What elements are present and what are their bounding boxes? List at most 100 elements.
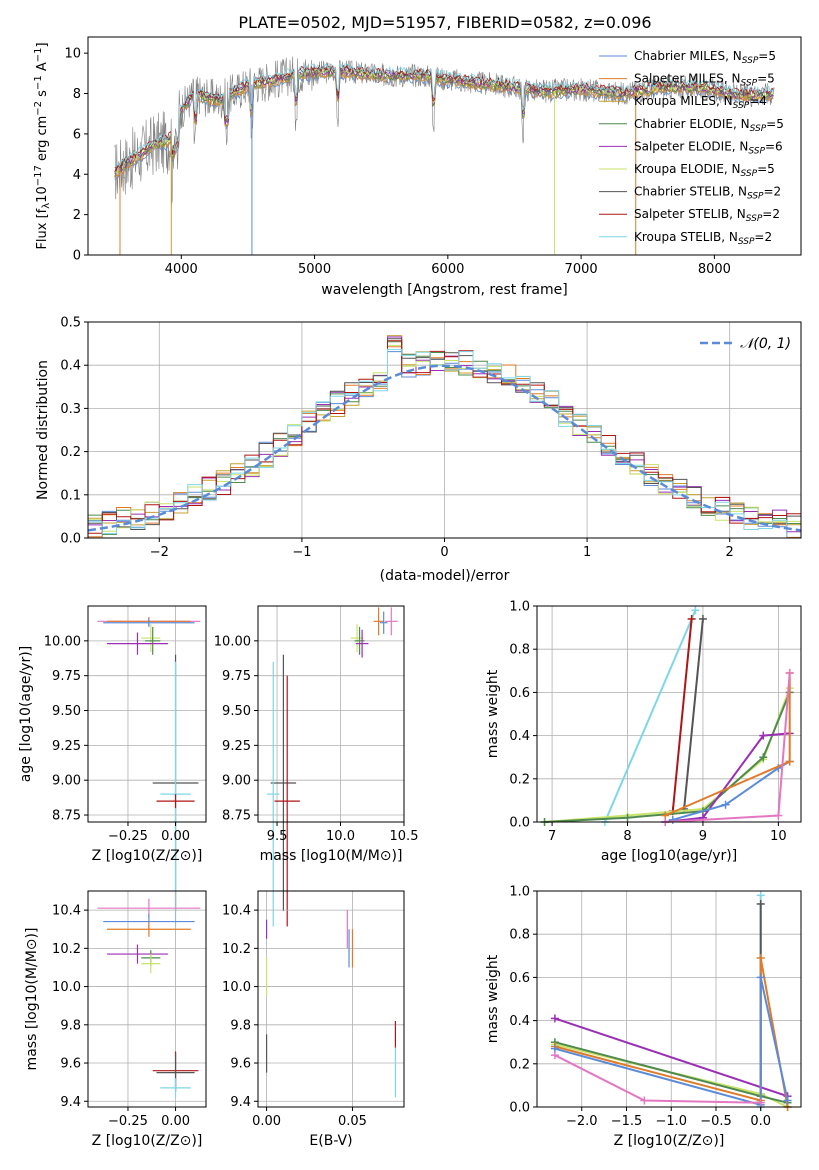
histogram-chabrier_stelib (88, 338, 801, 533)
legend-label: Kroupa STELIB, NSSP=2 (634, 230, 772, 247)
y-tick-label: 9.00 (222, 774, 251, 789)
legend-label: Chabrier MILES, NSSP=5 (634, 49, 776, 66)
y-tick-label: 10.2 (52, 942, 81, 957)
y-tick-label: 10.4 (52, 904, 81, 919)
series-line (683, 618, 704, 810)
y-axis-label: age [log10(age/yr)] (18, 646, 34, 782)
series-line (671, 618, 693, 812)
legend-label: Chabrier STELIB, NSSP=2 (634, 185, 781, 202)
legend-model: Salpeter MILES, N (634, 72, 741, 86)
y-axis-label: Normed distribution (35, 360, 51, 500)
legend-count: =5 (758, 49, 776, 63)
y-tick-label: 0.0 (509, 816, 530, 831)
x-axis-label: Z [log10(Z/Z⊙)] (614, 1133, 725, 1149)
legend-label: Kroupa MILES, NSSP=4 (634, 94, 767, 111)
legend-count: =5 (757, 162, 775, 176)
axes-frame (87, 890, 207, 1108)
legend-label: Salpeter STELIB, NSSP=2 (634, 207, 780, 224)
y-tick-label: 2 (73, 208, 81, 223)
x-tick-label: 5000 (298, 262, 331, 277)
y-tick-label: 0.8 (509, 643, 530, 658)
y-tick-label: 8 (73, 87, 81, 102)
y-tick-label: 10.00 (214, 634, 251, 649)
model-spectrum-kroupa_stelib (114, 62, 774, 167)
x-tick-label: 0 (440, 545, 448, 560)
y-tick-label: 8.75 (52, 809, 81, 824)
legend-sub: SSP (742, 56, 759, 66)
legend-count: =2 (764, 185, 782, 199)
mw-age-panel: 7 8 9 10 0.0 0.2 0.4 0.6 0.8 1.0 age [log10(age/yr… (485, 600, 802, 864)
legend-count: =2 (762, 207, 780, 221)
x-tick-label: 0.0 (750, 1114, 771, 1129)
legend-label: Salpeter ELODIE, NSSP=6 (634, 139, 783, 156)
series-line (665, 732, 790, 823)
x-tick-label: 0.00 (161, 1114, 190, 1129)
y-tick-label: 10.0 (222, 980, 251, 995)
y-label-part: −17 (33, 165, 44, 186)
y-axis-label: mass weight (485, 954, 501, 1043)
axes-frame (536, 890, 802, 1108)
y-axis-label: Flux [fλ10−17 erg cm−2 s−1 A−1] (33, 42, 52, 249)
y-tick-label: 9.8 (230, 1018, 251, 1033)
y-tick-label: 0.1 (60, 488, 81, 503)
legend-model: Kroupa ELODIE, N (634, 162, 741, 176)
x-tick-label: 10.0 (326, 829, 355, 844)
y-tick-label: 10.4 (222, 904, 251, 919)
y-tick-label: 1.0 (509, 885, 530, 900)
y-tick-label: 9.6 (60, 1057, 81, 1072)
histogram-kroupa_elodie (88, 344, 801, 538)
x-tick-label: 4000 (165, 262, 198, 277)
series-line (554, 1017, 788, 1098)
y-tick-label: 9.4 (230, 1095, 251, 1110)
legend-label: Kroupa ELODIE, NSSP=5 (634, 162, 775, 179)
x-tick-label: 10.5 (390, 829, 419, 844)
y-tick-label: 0.4 (60, 359, 81, 374)
legend-model: Kroupa MILES, N (634, 94, 733, 108)
y-tick-label: 1.0 (509, 600, 530, 615)
x-tick-label: 0.00 (161, 829, 190, 844)
legend-count: =4 (749, 94, 767, 108)
legend-sub: SSP (748, 146, 765, 156)
legend-label: Chabrier ELODIE, NSSP=5 (634, 117, 784, 134)
y-axis-label: mass weight (485, 669, 501, 758)
x-tick-label: 7 (548, 829, 556, 844)
histogram-kroupa_miles (88, 335, 801, 529)
normal-curve (88, 364, 801, 532)
histograms (88, 335, 801, 538)
histogram-salpeter_elodie (88, 336, 801, 533)
axes-frame (257, 605, 405, 823)
mass-z-panel: −0.25 0.00 9.4 9.6 9.8 10.0 10.2 10.4 Z [log10(Z… (24, 890, 207, 1149)
x-axis-label: E(B-V) (309, 1133, 352, 1149)
y-tick-label: 0 (73, 249, 81, 264)
y-label-part: s (35, 90, 50, 101)
spectrum-lines (114, 56, 775, 255)
legend-model: Chabrier MILES, N (634, 49, 742, 63)
x-axis-label: wavelength [Angstrom, rest frame] (321, 282, 567, 298)
x-tick-label: 6000 (431, 262, 464, 277)
y-tick-label: 0.5 (60, 316, 81, 331)
legend-model: Kroupa STELIB, N (634, 230, 738, 244)
series-line (603, 609, 697, 823)
x-tick-label: 2 (726, 545, 734, 560)
x-tick-label: 9 (699, 829, 707, 844)
legend-model: Chabrier STELIB, N (634, 185, 747, 199)
y-tick-label: 9.8 (60, 1018, 81, 1033)
legend-label: Salpeter MILES, NSSP=5 (634, 72, 775, 89)
y-tick-label: 9.75 (52, 669, 81, 684)
x-tick-label: 8000 (698, 262, 731, 277)
y-tick-label: 9.50 (222, 704, 251, 719)
y-tick-label: 0.0 (509, 1101, 530, 1116)
legend-count: =2 (754, 230, 772, 244)
y-axis-label: mass [log10(M/M⊙)] (24, 928, 40, 1071)
y-label-part: 10 (35, 186, 50, 203)
legend-sub: SSP (750, 124, 767, 134)
y-label-part: A (35, 62, 50, 75)
y-label-part: −2 (33, 101, 44, 116)
x-axis-label: mass [log10(M/M⊙)] (260, 848, 403, 864)
x-axis-label: age [log10(age/yr)] (601, 848, 737, 864)
legend-model: Salpeter ELODIE, N (634, 139, 748, 153)
mass-ebv-panel: 0.00 0.05 9.4 9.6 9.8 10.0 10.2 10.4 E(B-V) (222, 890, 405, 1149)
legend-count: =6 (765, 139, 783, 153)
